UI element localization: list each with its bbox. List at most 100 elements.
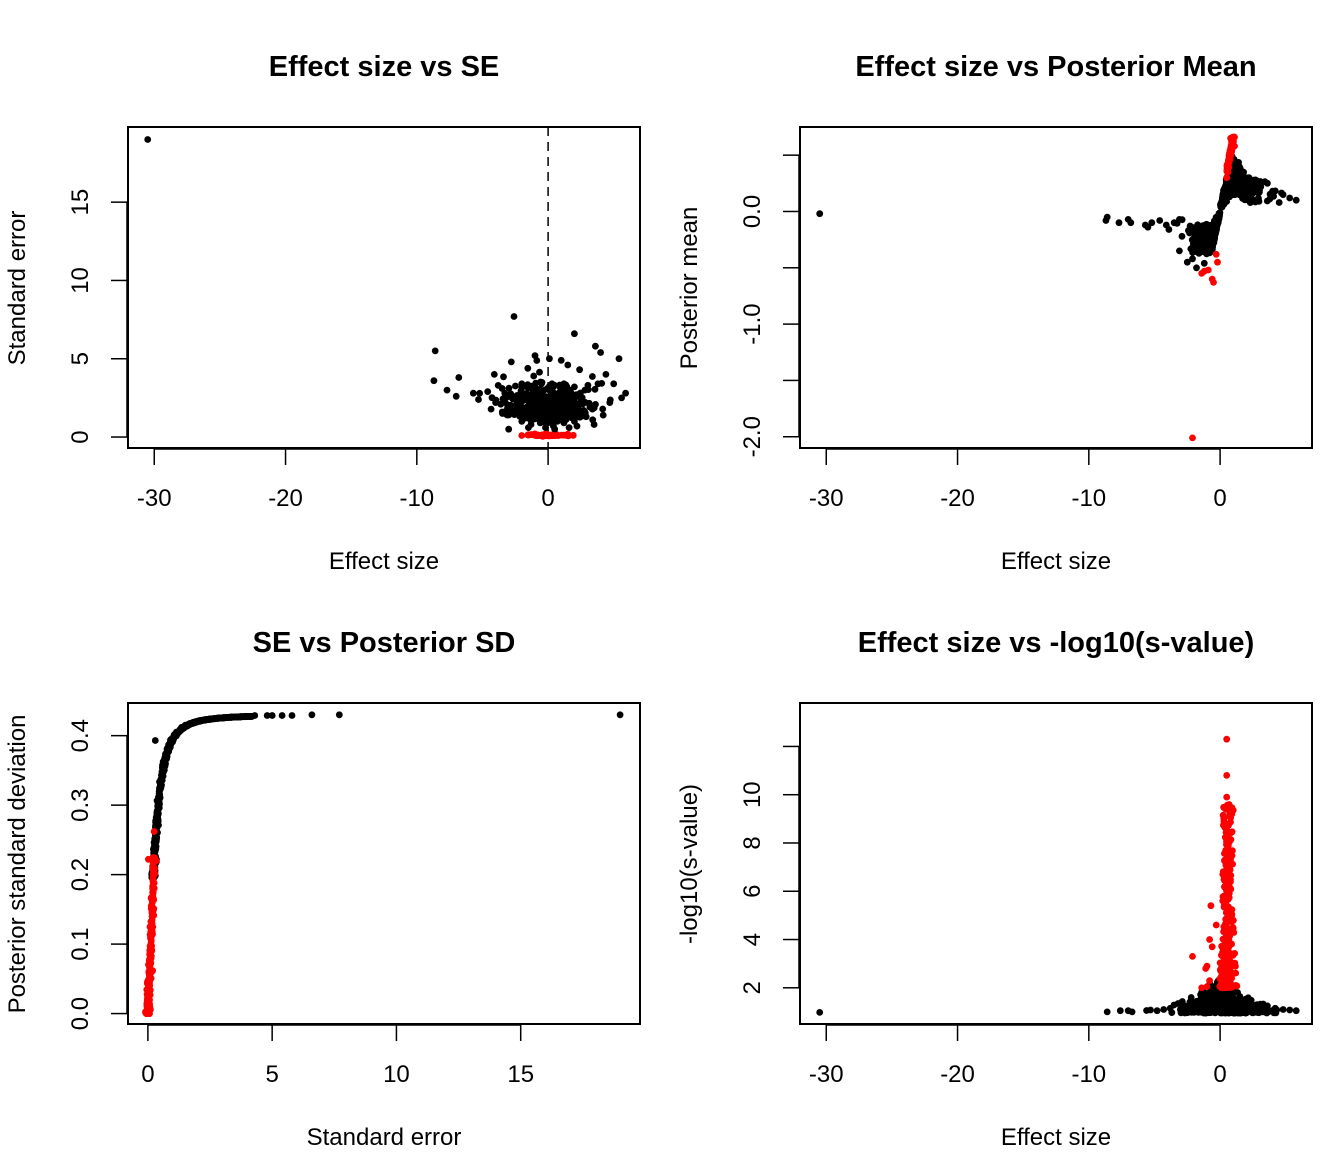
significant-point — [1226, 970, 1234, 978]
point — [1238, 183, 1246, 190]
point — [1102, 217, 1110, 224]
point — [165, 744, 172, 751]
point — [536, 386, 543, 393]
point — [1245, 174, 1253, 182]
point — [1253, 1001, 1261, 1009]
x-tick-label: -20 — [940, 485, 975, 512]
significant-point — [147, 954, 155, 962]
point — [144, 136, 152, 143]
points — [816, 735, 1300, 1017]
point — [151, 841, 159, 849]
significant-point — [1214, 258, 1221, 266]
significant-point — [1225, 801, 1233, 808]
y-tick-label: 15 — [67, 189, 94, 216]
plot-box — [799, 702, 1313, 1025]
point — [1153, 1007, 1161, 1015]
significant-point — [1210, 279, 1217, 286]
significant-point — [1219, 897, 1227, 905]
point — [335, 711, 343, 719]
point — [492, 399, 499, 406]
x-tick-label: -30 — [137, 485, 172, 512]
point — [500, 373, 507, 381]
point — [1238, 1005, 1246, 1013]
significant-point — [1203, 983, 1211, 990]
point — [1192, 1001, 1200, 1009]
point — [555, 414, 562, 422]
point — [1197, 224, 1204, 232]
point — [561, 389, 569, 396]
point — [505, 384, 513, 392]
x-tick-label: -10 — [399, 485, 434, 512]
point — [151, 737, 159, 744]
point — [1208, 987, 1215, 995]
point — [551, 425, 559, 433]
point — [1116, 1007, 1124, 1015]
point — [1222, 194, 1230, 202]
point — [1230, 173, 1237, 180]
plot-box — [799, 126, 1313, 449]
point — [568, 399, 576, 406]
significant-point — [145, 982, 153, 990]
point — [546, 355, 553, 363]
point — [1180, 1001, 1187, 1009]
significant-point — [148, 913, 156, 920]
point — [592, 342, 599, 350]
point — [251, 712, 259, 719]
x-tick-label: -10 — [1071, 485, 1106, 512]
point — [469, 389, 477, 397]
point — [1176, 247, 1183, 255]
significant-point — [1225, 937, 1233, 944]
point — [552, 403, 560, 411]
point — [191, 718, 199, 726]
point — [216, 714, 224, 722]
point — [1178, 232, 1186, 240]
point — [1292, 1007, 1300, 1015]
point — [1255, 197, 1263, 205]
point — [501, 389, 509, 397]
significant-point — [1225, 157, 1233, 165]
point — [1214, 214, 1222, 221]
point — [1271, 1004, 1279, 1012]
point — [161, 756, 168, 764]
point — [599, 411, 607, 419]
point — [177, 725, 185, 733]
significant-point — [518, 432, 526, 439]
points — [144, 136, 629, 440]
significant-point — [1229, 847, 1236, 854]
point — [156, 793, 164, 801]
panel-effect-vs-log10-svalue: Effect size vs -log10(s-value) -30 -20 -10… — [676, 627, 1313, 1151]
point — [1279, 191, 1287, 199]
point — [525, 396, 532, 403]
point — [1292, 196, 1300, 204]
significant-point — [144, 1006, 152, 1014]
panel-se-vs-posterior-sd: SE vs Posterior SD 0 5 10 15 0.00.10.20.30.… — [4, 627, 641, 1151]
significant-point — [148, 904, 156, 912]
point — [542, 424, 549, 431]
point — [1193, 264, 1200, 272]
x-axis: 0 5 10 15 — [141, 1024, 534, 1088]
point — [1230, 177, 1238, 185]
point — [602, 371, 610, 378]
significant-point — [1220, 803, 1227, 811]
point — [816, 210, 824, 218]
significant-point — [1212, 921, 1220, 929]
significant-point — [1223, 918, 1230, 926]
point — [476, 389, 483, 397]
point — [1247, 1004, 1255, 1011]
significant-point — [1221, 824, 1229, 831]
point — [223, 714, 230, 721]
point — [573, 422, 581, 430]
point — [288, 712, 296, 719]
point — [1220, 993, 1228, 1001]
point — [518, 380, 526, 388]
y-tick-label: 0.0 — [67, 997, 94, 1030]
significant-point — [1189, 953, 1196, 960]
point — [518, 418, 526, 425]
point — [1128, 1008, 1136, 1016]
point — [1222, 999, 1229, 1007]
x-tick-label: -30 — [809, 1061, 844, 1088]
significant-point — [1223, 793, 1231, 801]
point — [618, 394, 625, 402]
point — [571, 383, 578, 391]
point — [1185, 227, 1192, 234]
